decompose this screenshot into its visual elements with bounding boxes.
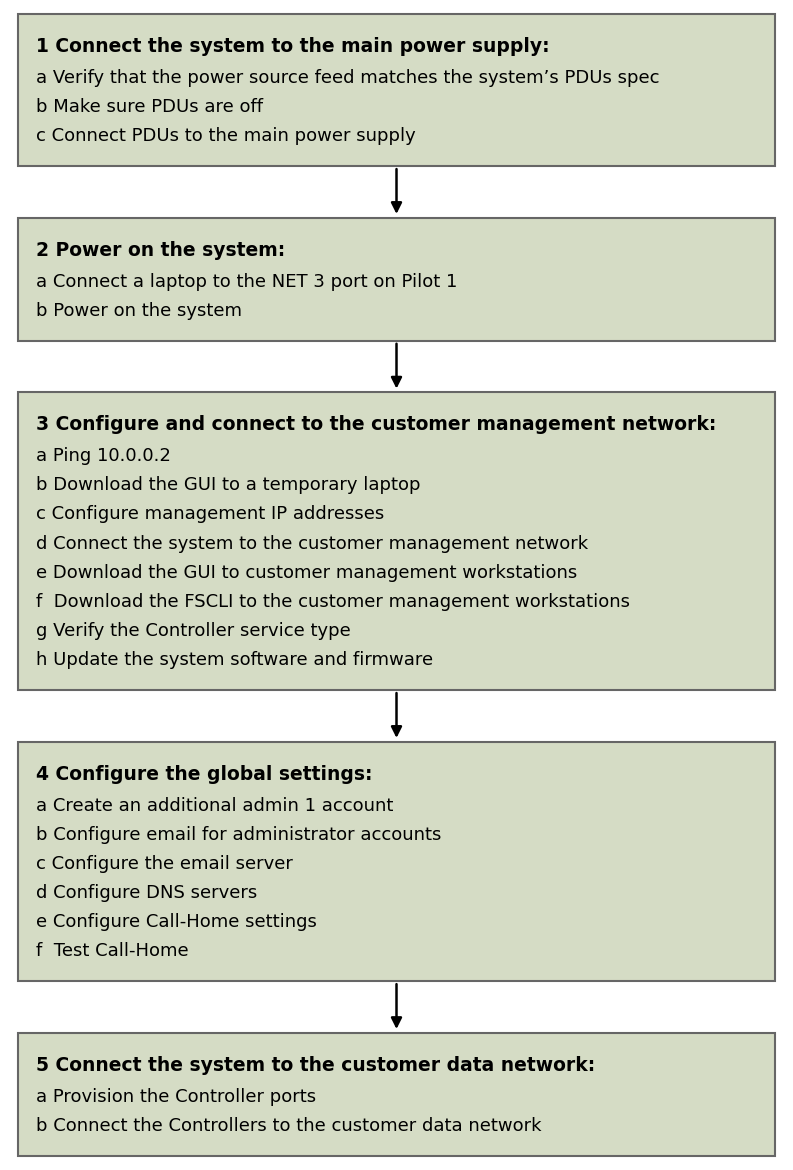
Text: d Connect the system to the customer management network: d Connect the system to the customer man…	[36, 535, 588, 552]
Bar	[18, 14, 775, 166]
Text: f  Download the FSCLI to the customer management workstations: f Download the FSCLI to the customer man…	[36, 593, 630, 611]
Text: f  Test Call-Home: f Test Call-Home	[36, 942, 189, 961]
Text: b Configure email for administrator accounts: b Configure email for administrator acco…	[36, 826, 442, 844]
Text: a Provision the Controller ports: a Provision the Controller ports	[36, 1088, 316, 1106]
Text: b Make sure PDUs are off: b Make sure PDUs are off	[36, 98, 263, 116]
Text: a Ping 10.0.0.2: a Ping 10.0.0.2	[36, 447, 170, 466]
Bar	[18, 392, 775, 690]
Text: g Verify the Controller service type: g Verify the Controller service type	[36, 622, 351, 640]
Text: 1 Connect the system to the main power supply:: 1 Connect the system to the main power s…	[36, 37, 550, 56]
Text: b Connect the Controllers to the customer data network: b Connect the Controllers to the custome…	[36, 1117, 542, 1135]
Text: a Create an additional admin 1 account: a Create an additional admin 1 account	[36, 797, 393, 814]
Text: h Update the system software and firmware: h Update the system software and firmwar…	[36, 651, 433, 669]
Text: a Verify that the power source feed matches the system’s PDUs spec: a Verify that the power source feed matc…	[36, 69, 660, 87]
Text: d Configure DNS servers: d Configure DNS servers	[36, 883, 257, 902]
Text: 5 Connect the system to the customer data network:: 5 Connect the system to the customer dat…	[36, 1055, 596, 1075]
Text: c Configure management IP addresses: c Configure management IP addresses	[36, 505, 385, 523]
Text: b Download the GUI to a temporary laptop: b Download the GUI to a temporary laptop	[36, 476, 420, 495]
Text: c Connect PDUs to the main power supply: c Connect PDUs to the main power supply	[36, 128, 416, 145]
Text: 3 Configure and connect to the customer management network:: 3 Configure and connect to the customer …	[36, 415, 716, 434]
Text: c Configure the email server: c Configure the email server	[36, 855, 293, 873]
Text: 4 Configure the global settings:: 4 Configure the global settings:	[36, 765, 373, 784]
Text: 2 Power on the system:: 2 Power on the system:	[36, 241, 285, 260]
Bar	[18, 742, 775, 982]
Text: a Connect a laptop to the NET 3 port on Pilot 1: a Connect a laptop to the NET 3 port on …	[36, 273, 458, 290]
Bar	[18, 1033, 775, 1156]
Text: e Configure Call-Home settings: e Configure Call-Home settings	[36, 913, 317, 931]
Bar	[18, 218, 775, 340]
Text: b Power on the system: b Power on the system	[36, 302, 242, 319]
Text: e Download the GUI to customer management workstations: e Download the GUI to customer managemen…	[36, 564, 577, 581]
